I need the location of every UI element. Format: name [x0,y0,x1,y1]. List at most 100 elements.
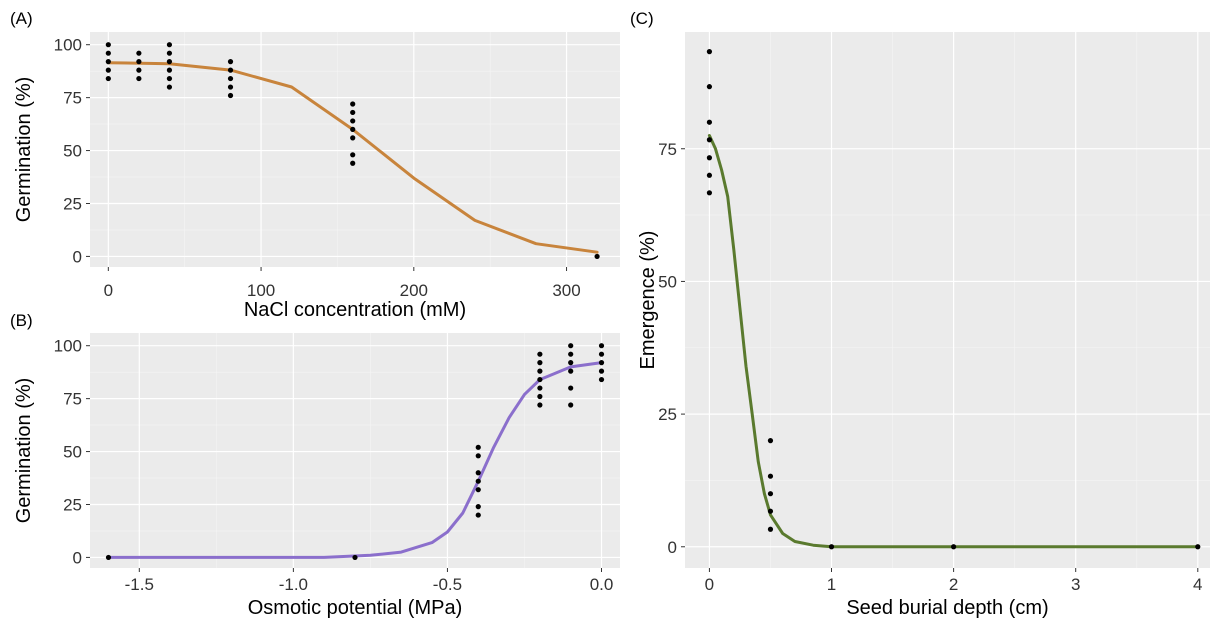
data-point [350,118,356,124]
data-point [350,126,356,132]
data-point [598,376,605,383]
fit-curve [107,361,603,559]
data-point [706,190,713,196]
data-point [136,67,142,73]
data-point [568,385,574,391]
data-point [594,253,600,260]
data-point [475,512,481,518]
x-tick-label: 4 [1193,575,1202,594]
x-axis-title: Seed burial depth (cm) [846,597,1048,619]
y-tick-label: 100 [54,337,82,356]
data-point [537,351,543,357]
panel-3: 0 1 2 3 4 0 25 50 75 Seed burial depth (cm) Emerge… [630,9,1210,619]
data-point [105,59,111,65]
x-axis-title: NaCl concentration (mM) [244,299,466,321]
data-point [951,544,957,550]
plot-area [685,32,1210,568]
data-point [166,67,173,73]
data-point [598,368,605,374]
y-tick-label: 75 [658,140,677,159]
data-point [105,554,112,561]
x-tick-label: -0.5 [433,575,462,594]
data-point [568,343,574,349]
data-point [166,59,173,65]
data-point [227,92,234,99]
data-point [350,109,356,116]
data-point [767,526,774,532]
x-tick-label: -1.0 [279,575,308,594]
panel-2: -1.5 -1.0 -0.5 0.0 0 25 50 75 100 Osmotic potenti… [10,311,620,619]
data-point [767,508,774,514]
data-point [136,75,142,82]
plot-area [90,333,620,568]
data-point [227,84,234,90]
data-point [166,84,173,90]
y-axis-title: Germination (%) [13,378,35,524]
data-point [537,360,543,366]
panel-label: (C) [630,9,654,28]
data-point [166,75,173,82]
data-point [166,42,173,48]
data-point [105,42,111,48]
data-point [706,172,713,178]
panel-label: (B) [10,311,33,330]
y-tick-label: 0 [73,247,82,266]
data-point [227,59,234,65]
data-point [706,137,713,143]
data-point [475,487,481,493]
x-tick-label: 0 [705,575,714,594]
data-point [568,360,574,366]
data-point [706,49,713,55]
data-point [227,67,234,73]
data-point [598,351,605,357]
data-point [105,50,111,56]
y-axis-title: Germination (%) [13,77,35,223]
data-point [475,478,481,484]
data-point [1195,544,1201,550]
data-point [350,160,356,166]
data-point [105,67,111,73]
data-point [475,453,481,459]
data-point [537,393,543,400]
data-point [537,402,543,408]
x-tick-label: 300 [552,281,580,300]
data-point [568,402,574,408]
plot-area [90,32,620,267]
data-point [537,385,543,391]
data-point [598,343,605,349]
y-tick-label: 100 [54,36,82,55]
data-point [166,50,173,56]
x-tick-label: 200 [400,281,428,300]
data-point [828,544,835,550]
fit-curve [707,134,1200,549]
data-point [105,75,111,82]
y-tick-label: 50 [63,142,82,161]
y-tick-label: 25 [63,495,82,514]
data-point [227,75,234,82]
data-point [475,504,481,510]
data-point [352,554,358,561]
x-axis-title: Osmotic potential (MPa) [248,597,463,619]
y-tick-label: 50 [658,272,677,291]
x-tick-label: 2 [949,575,958,594]
data-point [350,152,356,158]
y-tick-label: 0 [668,538,677,557]
data-point [767,491,774,497]
x-tick-label: 0 [104,281,113,300]
y-tick-label: 25 [658,405,677,424]
x-tick-label: 0.0 [590,575,614,594]
data-point [537,368,543,374]
x-tick-label: 3 [1071,575,1080,594]
y-tick-label: 25 [63,194,82,213]
data-point [136,59,142,65]
data-point [350,135,356,141]
data-point [568,368,574,374]
x-tick-label: 100 [247,281,275,300]
data-point [767,473,774,479]
data-point [706,84,713,90]
data-point [706,155,713,161]
data-point [350,101,356,107]
panel-label: (A) [10,9,33,28]
